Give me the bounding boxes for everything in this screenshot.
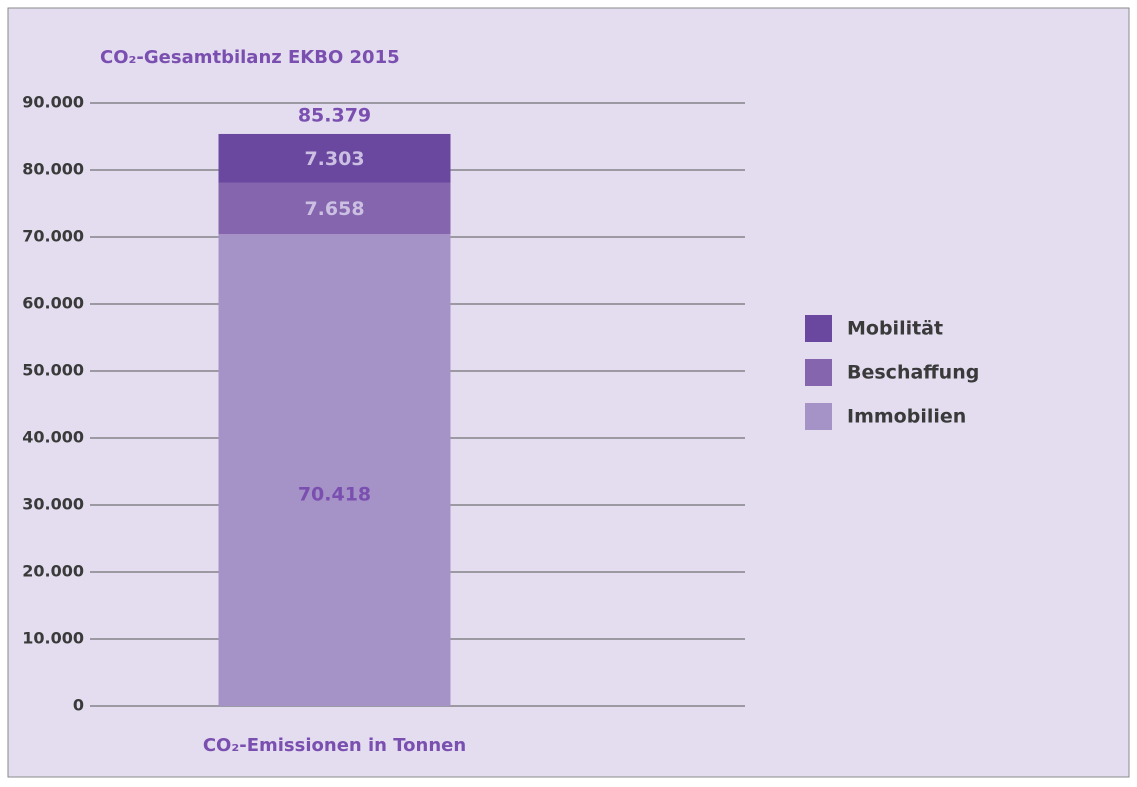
y-tick-label: 10.000 — [22, 629, 84, 648]
y-tick-label: 90.000 — [22, 93, 84, 112]
value-label: 70.418 — [298, 484, 371, 506]
legend-swatch — [805, 403, 832, 430]
y-tick-label: 30.000 — [22, 495, 84, 514]
total-label: 85.379 — [298, 104, 371, 126]
value-label: 7.303 — [304, 148, 364, 170]
y-tick-label: 20.000 — [22, 562, 84, 581]
bar-segment — [218, 234, 451, 706]
y-tick-label: 80.000 — [22, 160, 84, 179]
chart-title: CO₂-Gesamtbilanz EKBO 2015 — [100, 47, 400, 68]
x-category-label: CO₂-Emissionen in Tonnen — [203, 735, 466, 756]
y-tick-label: 60.000 — [22, 294, 84, 313]
value-label: 7.658 — [304, 198, 364, 220]
y-tick-label: 0 — [73, 696, 84, 715]
bar-segment — [218, 133, 451, 183]
bar-segment — [218, 182, 451, 235]
chart-frame — [7, 7, 1130, 778]
legend-swatch — [805, 315, 832, 342]
legend-label: Beschaffung — [847, 362, 979, 384]
legend-label: Mobilität — [847, 318, 943, 340]
legend-label: Immobilien — [847, 406, 966, 428]
legend-swatch — [805, 359, 832, 386]
y-tick-label: 50.000 — [22, 361, 84, 380]
y-tick-label: 40.000 — [22, 428, 84, 447]
y-tick-label: 70.000 — [22, 227, 84, 246]
